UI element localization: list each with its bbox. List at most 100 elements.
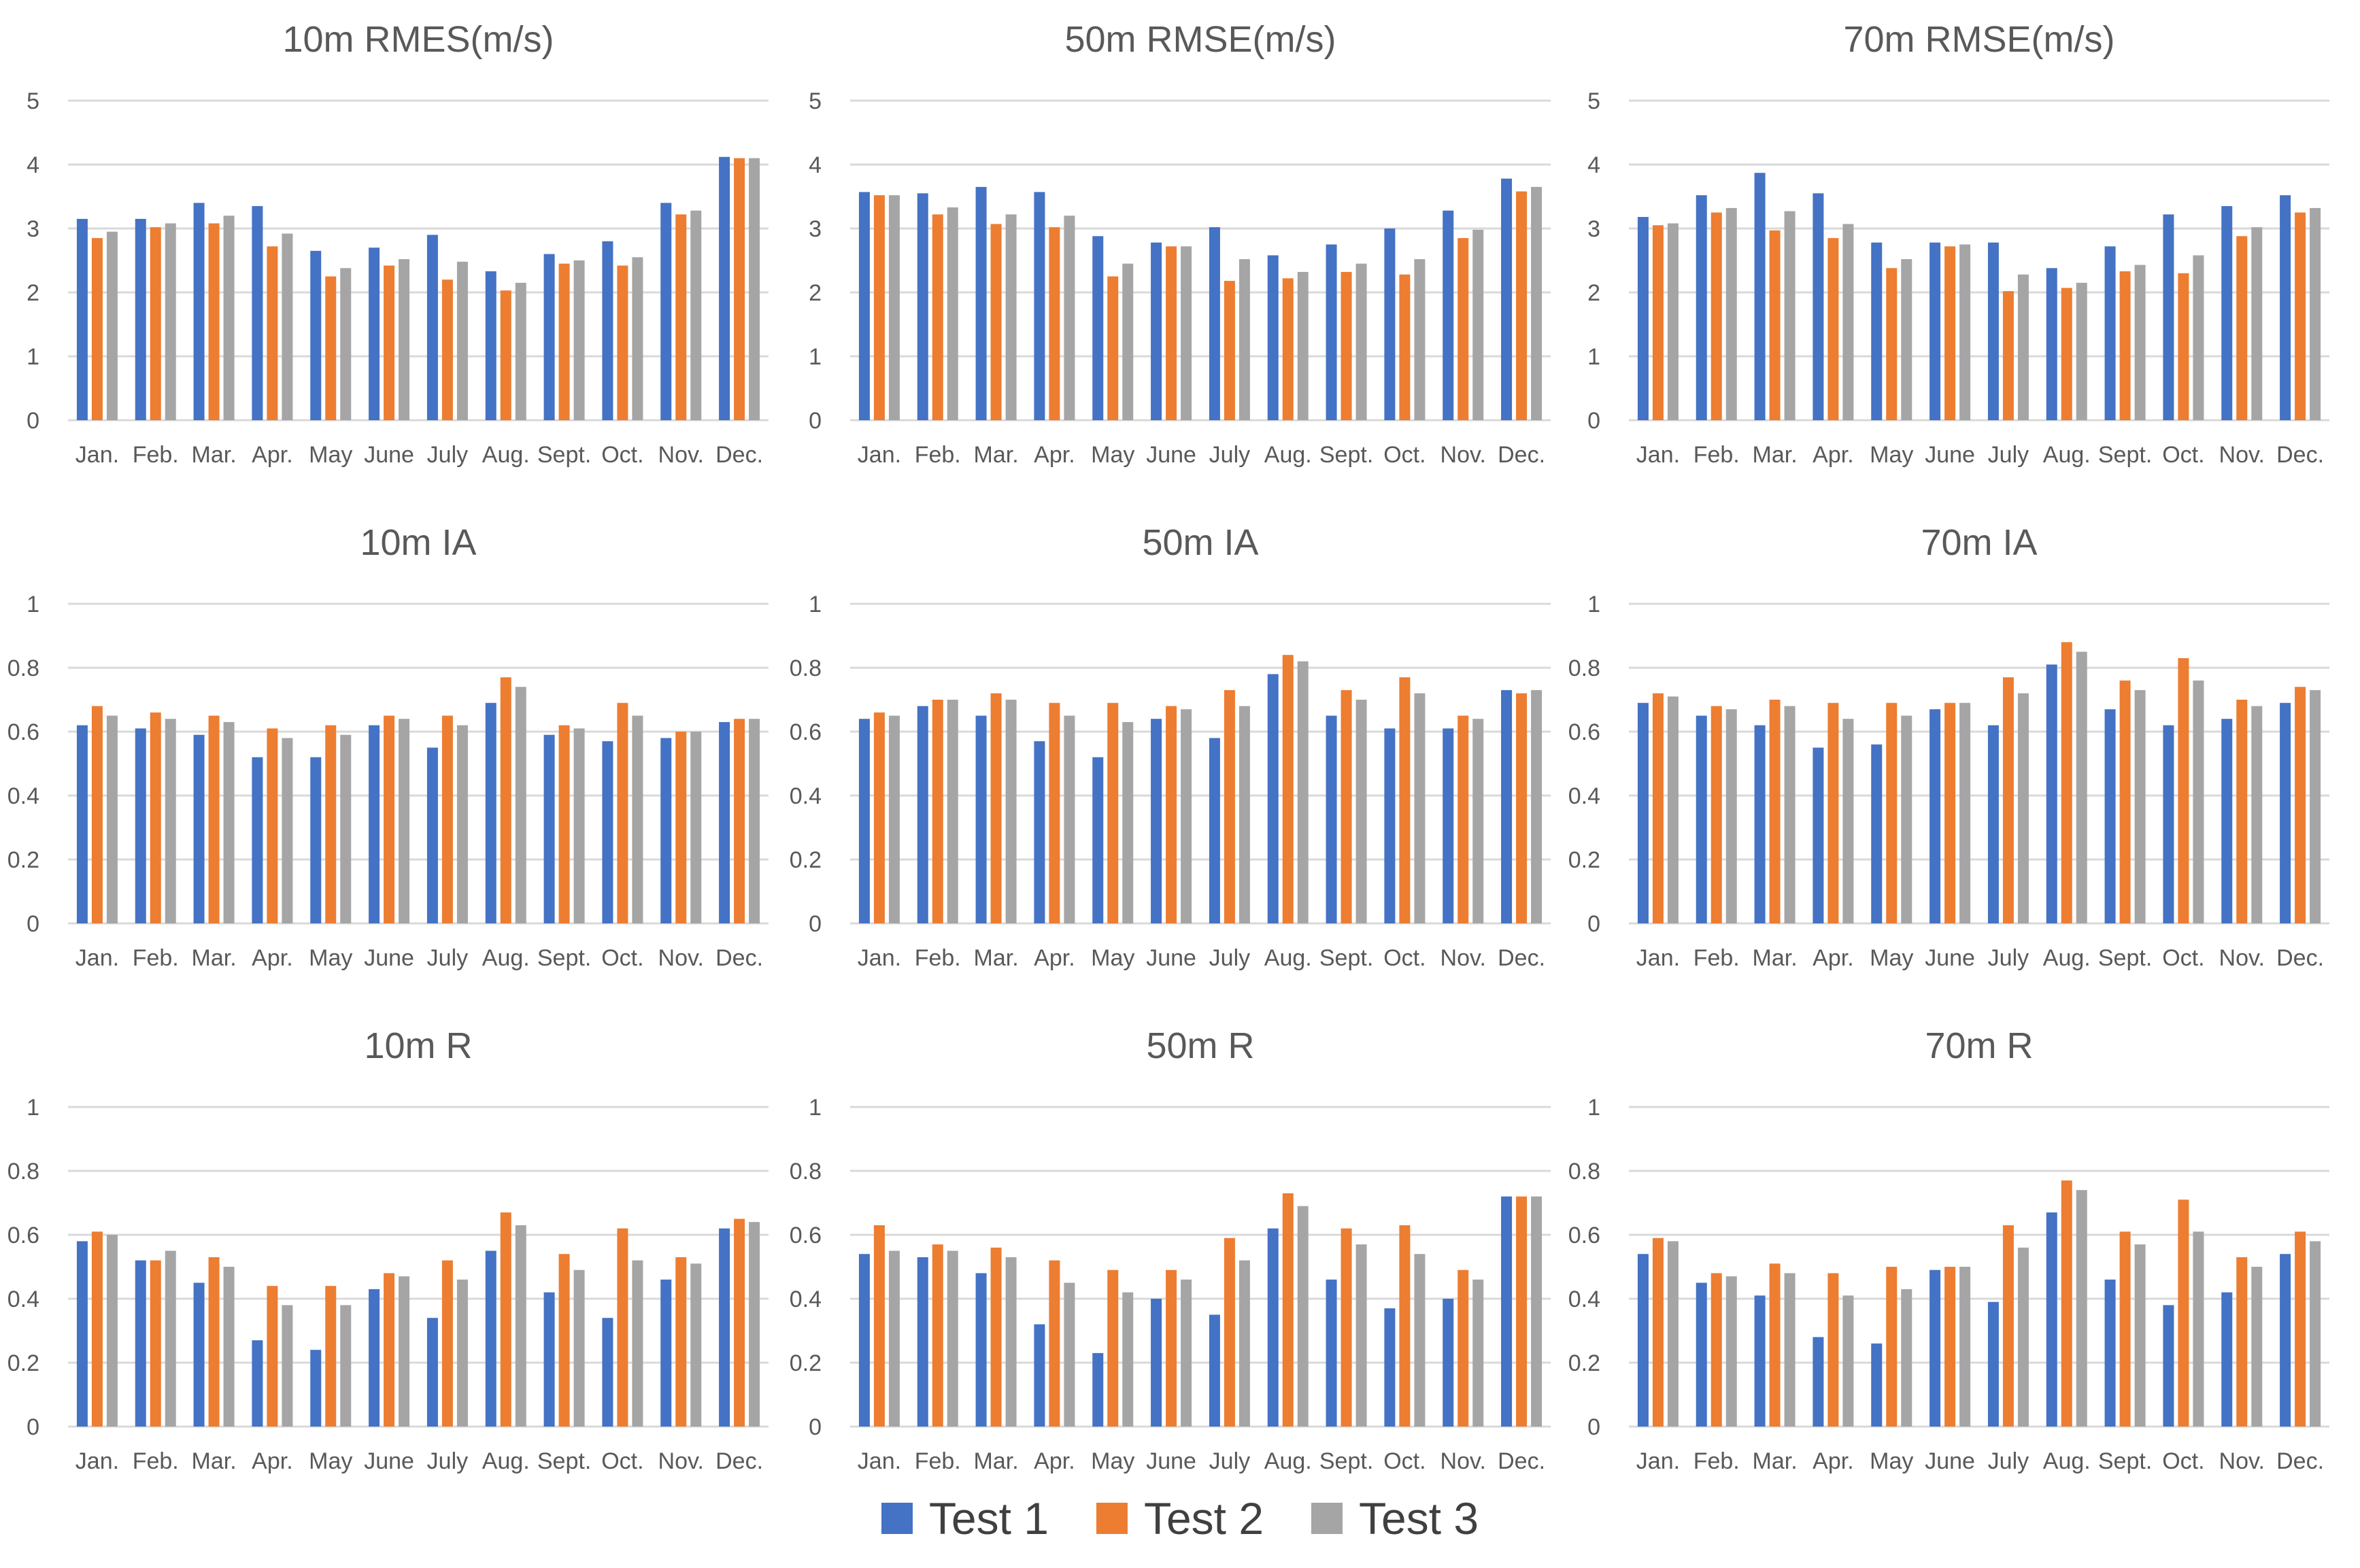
x-tick-label: Jan. <box>1636 442 1680 468</box>
bar-test-2 <box>1341 689 1352 923</box>
y-tick-label: 5 <box>27 88 39 114</box>
legend-label-test-3: Test 3 <box>1359 1493 1479 1544</box>
bar-test-3 <box>1064 1282 1075 1427</box>
x-tick-label: Apr. <box>1813 1448 1853 1474</box>
x-tick-label: July <box>1988 442 2029 468</box>
bar-test-1 <box>1501 178 1513 420</box>
bar-test-2 <box>1769 700 1781 923</box>
bar-test-3 <box>2251 706 2263 923</box>
bar-test-2 <box>1107 1269 1119 1427</box>
bar-test-2 <box>2236 236 2248 420</box>
bar-test-2 <box>150 1260 161 1427</box>
x-tick-label: Nov. <box>2219 945 2265 971</box>
bar-test-1 <box>485 271 496 420</box>
bar-test-1 <box>1034 741 1045 923</box>
y-tick-label: 3 <box>809 216 822 242</box>
y-tick-label: 0.4 <box>7 783 39 809</box>
bar-test-1 <box>2046 1212 2057 1427</box>
x-tick-label: May <box>309 1448 352 1474</box>
y-tick-label: 2 <box>809 280 822 306</box>
bar-test-1 <box>426 1318 438 1427</box>
x-tick-label: Feb. <box>915 442 961 468</box>
bar-test-3 <box>106 231 118 420</box>
bar-test-2 <box>734 719 745 923</box>
bar-test-1 <box>1034 1324 1045 1427</box>
bar-test-1 <box>1384 228 1396 420</box>
bar-test-2 <box>267 728 278 923</box>
bar-test-1 <box>1034 192 1045 420</box>
bar-test-2 <box>1827 702 1839 923</box>
bar-test-2 <box>1166 246 1177 420</box>
x-tick-label: July <box>427 1448 468 1474</box>
bar-test-1 <box>2163 214 2174 420</box>
bar-test-1 <box>975 715 987 923</box>
y-tick-label: 4 <box>27 152 39 178</box>
bar-test-1 <box>660 1279 672 1427</box>
chart-title: 50m IA <box>1142 522 1258 563</box>
bar-test-3 <box>1238 1260 1250 1427</box>
bar-test-3 <box>2076 1190 2087 1427</box>
bar-test-1 <box>1754 173 1766 420</box>
x-tick-label: Aug. <box>2043 1448 2091 1474</box>
bar-test-1 <box>858 1254 870 1427</box>
x-tick-label: May <box>1091 442 1134 468</box>
x-tick-label: June <box>1146 1448 1196 1474</box>
x-tick-label: May <box>309 442 352 468</box>
bar-test-2 <box>1107 276 1119 420</box>
bar-test-3 <box>2310 1241 2321 1427</box>
bar-test-2 <box>325 725 337 923</box>
bar-test-2 <box>1399 274 1411 420</box>
y-tick-label: 0.2 <box>1568 1350 1600 1376</box>
bar-test-2 <box>2295 212 2306 420</box>
x-tick-label: Sept. <box>537 1448 591 1474</box>
x-tick-label: Dec. <box>715 945 763 971</box>
bar-test-3 <box>1355 1244 1367 1427</box>
bar-test-1 <box>1092 1352 1104 1427</box>
bar-test-1 <box>1637 702 1649 923</box>
bar-test-1 <box>1092 236 1104 420</box>
bar-test-3 <box>1297 1206 1309 1427</box>
x-tick-label: Dec. <box>715 1448 763 1474</box>
bar-test-2 <box>2002 291 2014 420</box>
bar-test-1 <box>1267 1228 1279 1427</box>
bar-test-3 <box>106 1235 118 1427</box>
bar-test-3 <box>515 1225 526 1427</box>
bar-test-3 <box>1784 1273 1796 1427</box>
bar-test-2 <box>1224 1238 1235 1427</box>
bar-test-3 <box>1531 689 1543 923</box>
x-tick-label: Sept. <box>2098 442 2152 468</box>
y-tick-label: 0.2 <box>1568 847 1600 873</box>
bar-test-2 <box>873 1225 885 1427</box>
x-tick-label: Feb. <box>133 442 179 468</box>
bar-test-1 <box>135 218 146 420</box>
bar-test-2 <box>91 1231 103 1427</box>
bar-test-3 <box>399 719 410 923</box>
legend-label-test-2: Test 2 <box>1143 1493 1264 1544</box>
y-tick-label: 1 <box>1587 1095 1600 1121</box>
x-tick-label: Feb. <box>1693 1448 1740 1474</box>
chart-title: 50m R <box>1146 1025 1254 1066</box>
x-tick-label: Apr. <box>252 945 292 971</box>
bar-test-3 <box>282 738 293 923</box>
x-tick-label: May <box>1870 1448 1913 1474</box>
bar-test-3 <box>1181 709 1192 923</box>
bar-test-3 <box>947 207 958 420</box>
bar-test-1 <box>310 757 322 923</box>
bar-test-3 <box>690 210 702 420</box>
bar-test-3 <box>2310 689 2321 923</box>
bar-test-1 <box>2104 246 2116 420</box>
bar-test-1 <box>1443 210 1454 420</box>
bar-test-2 <box>734 158 745 420</box>
bar-test-1 <box>543 1292 555 1427</box>
bar-test-2 <box>384 265 395 420</box>
bar-test-3 <box>2193 1231 2204 1427</box>
y-tick-label: 1 <box>1587 344 1600 370</box>
bar-test-3 <box>165 719 176 923</box>
bar-test-1 <box>135 728 146 923</box>
y-tick-label: 0.4 <box>790 1286 822 1312</box>
x-tick-label: Sept. <box>1319 442 1373 468</box>
bar-test-3 <box>515 687 526 923</box>
bar-test-2 <box>150 712 161 923</box>
bar-test-3 <box>2134 1244 2146 1427</box>
bar-test-2 <box>1769 1263 1781 1427</box>
